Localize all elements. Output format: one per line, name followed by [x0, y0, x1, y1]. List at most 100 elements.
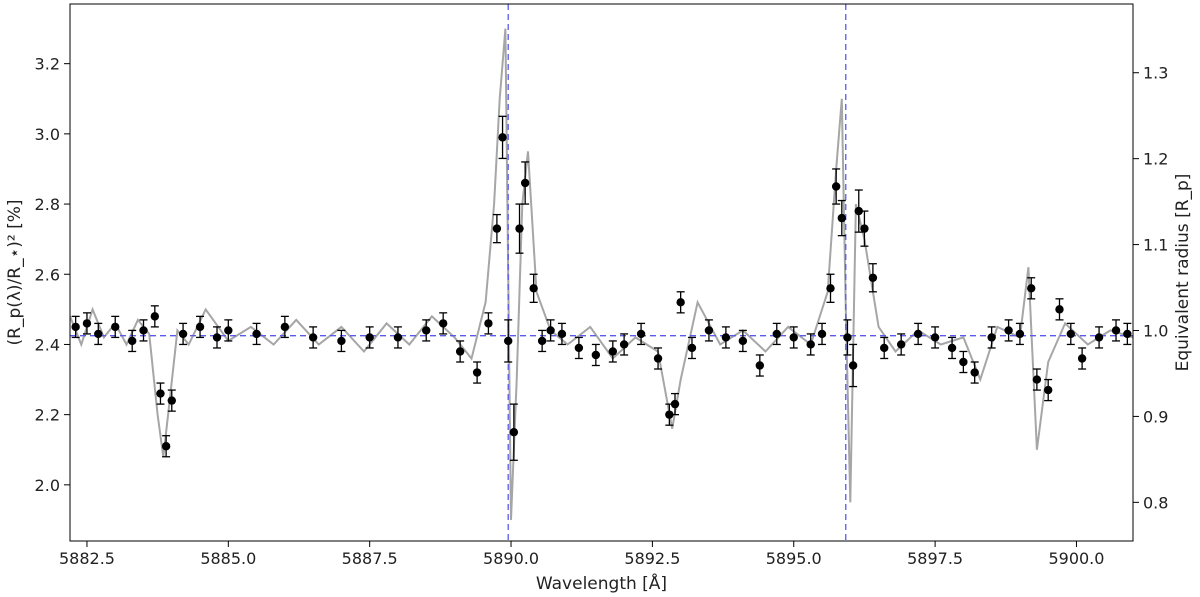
spectrum-layer [70, 28, 1133, 520]
data-point [520, 161, 530, 205]
data-point [848, 343, 858, 388]
data-point [1094, 326, 1104, 349]
data-point [422, 319, 431, 342]
data-point [455, 340, 465, 363]
data-point [843, 319, 852, 356]
data-point [789, 326, 798, 349]
data-point [636, 322, 646, 346]
data-point [591, 343, 601, 367]
data-point [826, 273, 835, 303]
x-axis-ticks: 5882.5 5885.0 5887.5 5890.0 5892.5 5895.0 5897… [59, 541, 1104, 568]
y-left-tick-label: 2.2 [35, 406, 60, 425]
x-tick-label: 5885.0 [200, 549, 256, 568]
data-point [687, 336, 697, 360]
data-point [195, 315, 205, 339]
plot-frame [69, 3, 1134, 542]
data-point [1111, 319, 1121, 342]
data-point [139, 319, 148, 342]
data-point [1055, 298, 1064, 321]
data-point [212, 326, 222, 349]
data-point [1066, 322, 1076, 346]
data-point [1032, 368, 1042, 391]
data-point [704, 319, 714, 342]
spectrum-line [70, 28, 1133, 520]
data-point [529, 273, 538, 303]
data-point [837, 199, 847, 237]
y-left-tick-label: 2.4 [35, 335, 60, 354]
data-point [472, 361, 482, 384]
y-left-tick-label: 2.8 [35, 195, 60, 214]
data-point [896, 333, 906, 356]
data-point [987, 326, 996, 349]
y-right-tick-label: 1.3 [1143, 64, 1168, 83]
data-point [111, 315, 120, 339]
y-left-tick-label: 3.0 [35, 125, 60, 144]
reference-lines [70, 4, 1133, 541]
y-right-tick-label: 0.9 [1143, 407, 1168, 426]
data-point [738, 329, 748, 353]
data-point [161, 435, 171, 458]
data-point [156, 382, 165, 405]
data-point [817, 322, 827, 346]
data-point [947, 336, 957, 360]
data-point [308, 326, 318, 349]
y-left-tick-label: 2.0 [35, 476, 60, 495]
data-point [619, 333, 629, 356]
data-point [806, 333, 815, 356]
data-point [498, 115, 507, 160]
data-point [127, 329, 137, 353]
x-axis-label: Wavelength [Å] [536, 572, 667, 594]
data-point [82, 312, 92, 335]
data-point [913, 322, 923, 346]
data-point [509, 403, 519, 461]
x-tick-label: 5887.5 [342, 549, 398, 568]
data-point [71, 315, 80, 339]
data-point [880, 336, 889, 360]
data-point [772, 322, 781, 346]
data-point [504, 319, 513, 363]
data-point [1077, 347, 1087, 370]
data-point [94, 322, 103, 346]
data-point [755, 354, 765, 377]
data-point [868, 263, 878, 293]
data-point [537, 329, 547, 353]
data-point [670, 392, 680, 416]
y-right-tick-label: 1.1 [1143, 236, 1168, 255]
y-left-axis-ticks: 2.0 2.2 2.4 2.6 2.8 3.0 3.2 [35, 55, 70, 495]
data-point [860, 210, 869, 247]
x-tick-label: 5900.0 [1048, 549, 1104, 568]
data-point [676, 291, 685, 314]
y-right-tick-label: 1.0 [1143, 321, 1168, 340]
data-point [959, 350, 968, 374]
data-point [224, 319, 233, 342]
data-point [1043, 378, 1053, 402]
data-point [280, 315, 290, 339]
data-point [1015, 322, 1025, 346]
data-point [970, 361, 979, 384]
x-tick-label: 5882.5 [59, 549, 115, 568]
y-left-tick-label: 2.6 [35, 265, 60, 284]
data-point [854, 189, 863, 233]
y-left-axis-label: (R_p(λ)/R_⋆)² [%] [5, 199, 25, 345]
x-tick-label: 5897.5 [907, 549, 963, 568]
x-tick-label: 5895.0 [766, 549, 822, 568]
data-point [1027, 277, 1036, 300]
data-point [1004, 319, 1013, 342]
data-point [665, 403, 674, 426]
data-point [252, 322, 261, 346]
data-point [574, 336, 584, 360]
data-point [167, 389, 176, 412]
data-point [831, 168, 841, 205]
data-point [653, 347, 663, 370]
data-point [337, 329, 346, 353]
data-point [492, 213, 502, 244]
data-point [150, 305, 160, 328]
data-point [393, 326, 403, 349]
data-point [557, 322, 567, 346]
data-point [1123, 322, 1132, 346]
data-point [178, 322, 188, 346]
data-point [365, 326, 374, 349]
x-tick-label: 5892.5 [624, 549, 680, 568]
data-point [546, 319, 555, 342]
